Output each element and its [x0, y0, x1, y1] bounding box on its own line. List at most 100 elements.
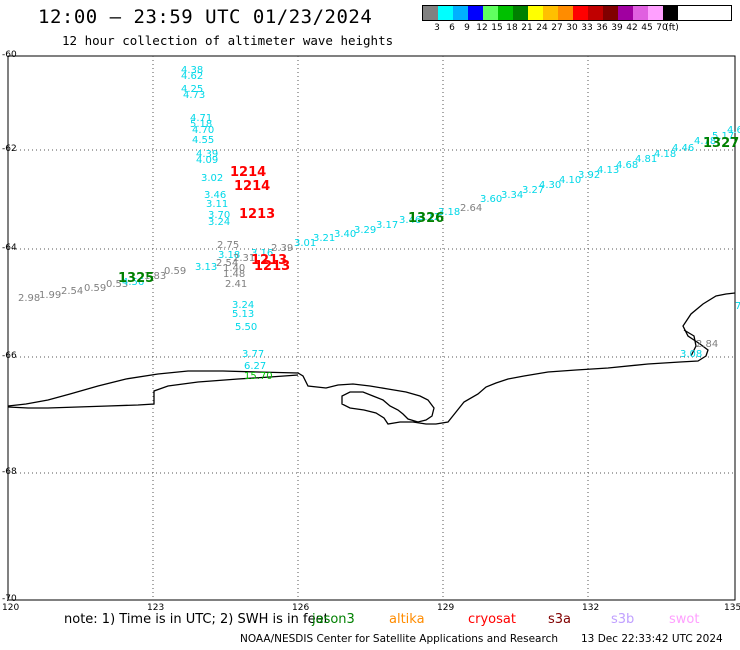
- wave-height-label: 4.09: [196, 155, 218, 166]
- latitude-label: -68: [2, 467, 17, 477]
- wave-height-label: 4.25: [181, 84, 203, 95]
- longitude-label: 120: [2, 603, 20, 613]
- color-scale-swatch: [633, 6, 648, 20]
- wave-height-label: 3.60: [480, 194, 502, 205]
- color-scale-swatch: [423, 6, 438, 20]
- color-scale-label: 39: [611, 23, 623, 33]
- longitude-label: 129: [437, 603, 455, 613]
- pass-number-label: 1213: [251, 253, 287, 268]
- color-scale-label: 45: [641, 23, 653, 33]
- wave-height-label: 4.6: [727, 125, 740, 136]
- color-scale-label: 30: [566, 23, 578, 33]
- color-scale-legend: 3 6 9 12 15 18 21 24 27 30 33 36 39 42 45 70 (ft): [422, 5, 732, 33]
- antarctic-coastline: [7, 292, 736, 425]
- page-title: 12:00 — 23:59 UTC 01/23/2024: [38, 6, 373, 28]
- color-scale-swatch: [648, 6, 663, 20]
- color-scale-label: 27: [551, 23, 563, 33]
- color-scale-label: 70: [656, 23, 668, 33]
- wave-height-label: 3.46: [399, 215, 421, 226]
- wave-height-label: 2.98: [18, 293, 40, 304]
- wave-height-label: 3.16: [251, 248, 273, 259]
- wave-height-label: 3.46: [204, 190, 226, 201]
- color-scale-swatch: [618, 6, 633, 20]
- color-scale-label: 12: [476, 23, 488, 33]
- pass-number-label: 1326: [408, 211, 444, 226]
- color-scale-label: 36: [596, 23, 608, 33]
- color-scale-label: 9: [464, 23, 470, 33]
- color-scale-label: 24: [536, 23, 548, 33]
- map-canvas: 4.384.62 4.254.73 4.715.184.704.55 4.394.09…: [7, 55, 740, 601]
- wave-height-label: 3.01: [294, 238, 316, 249]
- wave-height-label: 3.24: [232, 300, 254, 311]
- color-scale-label: (ft): [665, 23, 679, 33]
- latitude-label: -66: [2, 351, 17, 361]
- wave-height-label: 3.02: [201, 173, 223, 184]
- wave-height-label: 3.11: [206, 199, 228, 210]
- color-scale-label: 18: [506, 23, 518, 33]
- credit-line: NOAA/NESDIS Center for Satellite Applica…: [240, 633, 558, 645]
- color-scale-swatch: [663, 6, 678, 20]
- wave-height-label: 0.59: [164, 266, 186, 277]
- pass-number-label: 1213: [254, 259, 290, 274]
- wave-height-label: 2.54: [216, 258, 238, 269]
- color-scale-label: 15: [491, 23, 503, 33]
- latitude-label: -70: [2, 594, 17, 604]
- color-scale-swatch: [603, 6, 618, 20]
- pass-number-label: 1213: [239, 207, 275, 222]
- longitude-label: 126: [292, 603, 310, 613]
- wave-height-label: 4.73: [183, 90, 205, 101]
- longitude-label: 132: [582, 603, 600, 613]
- lat-lon-grid: [8, 56, 735, 600]
- wave-height-label: 4.55: [192, 135, 214, 146]
- wave-height-label: 4.56: [122, 277, 144, 288]
- pass-number-label: 1325: [118, 271, 154, 286]
- wave-height-label: 1.48: [223, 269, 245, 280]
- color-scale-label: 33: [581, 23, 593, 33]
- pass-number-label: 1214: [230, 165, 266, 180]
- latitude-label: -62: [2, 144, 17, 154]
- wave-height-label: 4.78: [694, 136, 716, 147]
- wave-height-label: 2.64: [460, 203, 482, 214]
- color-scale-swatch: [513, 6, 528, 20]
- wave-height-label: 3.70: [208, 210, 230, 221]
- wave-height-label: 1.99: [39, 290, 61, 301]
- wave-height-label: 2.41: [225, 279, 247, 290]
- wave-height-label: 5.50: [235, 322, 257, 333]
- wave-height-label: 4.81: [635, 154, 657, 165]
- color-scale-swatch: [498, 6, 513, 20]
- satellite-legend-swot: swot: [669, 612, 700, 627]
- wave-height-label: 4.70: [192, 125, 214, 136]
- wave-height-label: 3.29: [354, 225, 376, 236]
- color-scale-label: 21: [521, 23, 533, 33]
- color-scale-swatch: [453, 6, 468, 20]
- wave-height-label: 3.13: [195, 262, 217, 273]
- color-scale-labels: 3 6 9 12 15 18 21 24 27 30 33 36 39 42 45 70 (ft): [422, 21, 732, 33]
- latitude-label: -64: [2, 243, 17, 253]
- wave-height-label: 0.59: [84, 283, 106, 294]
- wave-height-label: 3.18: [218, 250, 240, 261]
- color-scale-swatch: [543, 6, 558, 20]
- wave-height-label: 4.39: [196, 149, 218, 160]
- wave-height-label: 4.68: [616, 160, 638, 171]
- wave-height-label: 7: [735, 301, 740, 312]
- wave-height-label: 5.13: [232, 309, 254, 320]
- wave-height-label: 2.39: [271, 243, 293, 254]
- satellite-legend-cryosat: cryosat: [468, 612, 516, 627]
- wave-height-label: 4.71: [190, 113, 212, 124]
- wave-height-label: 3.77: [242, 349, 264, 360]
- wave-height-label: 5.18: [190, 119, 212, 130]
- color-scale-swatch: [528, 6, 543, 20]
- wave-height-label: 3.21: [313, 233, 335, 244]
- color-scale-swatch: [468, 6, 483, 20]
- wave-height-label: 4.10: [559, 175, 581, 186]
- wave-height-label: 6.27: [244, 361, 266, 372]
- wave-height-label: 4.46: [672, 143, 694, 154]
- wave-height-label: 4.62: [181, 71, 203, 82]
- wave-height-label: 0.53: [106, 279, 128, 290]
- latitude-label: -60: [2, 50, 17, 60]
- wave-height-label: 2.31: [233, 253, 255, 264]
- wave-height-label: 3.27: [522, 185, 544, 196]
- color-scale-label: 3: [434, 23, 440, 33]
- wave-height-label: 4.13: [597, 165, 619, 176]
